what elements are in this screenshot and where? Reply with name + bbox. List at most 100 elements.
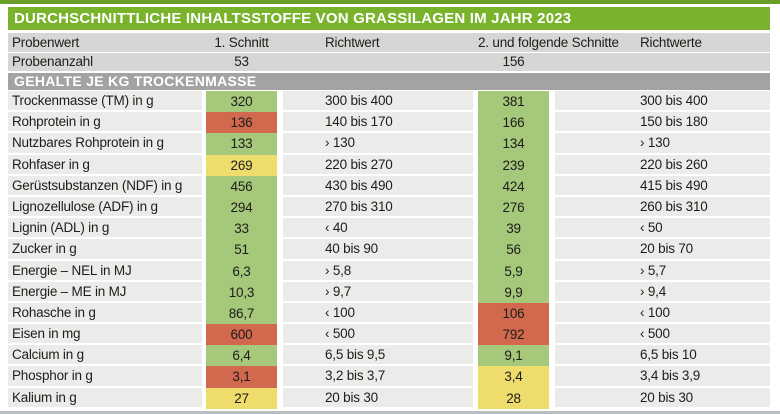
table-row: Energie – ME in MJ 10,3 › 9,7 9,9 › 9,4 [8, 281, 770, 303]
section-header: GEHALTE JE KG TROCKENMASSE [8, 73, 770, 90]
richtwerte-2: ‹ 500 [555, 324, 770, 346]
richtwert-1: 40 bis 90 [283, 239, 473, 261]
value-schnitt-2: 792 [478, 324, 549, 346]
table-row: Phosphor in g 3,1 3,2 bis 3,7 3,4 3,4 bis 3,… [8, 366, 770, 388]
sample-count-row: Probenanzahl 53 156 [8, 53, 770, 71]
richtwert-1: ‹ 500 [283, 324, 473, 346]
sample-count-spacer-1 [283, 53, 473, 71]
table-row: Kalium in g 27 20 bis 30 28 20 bis 30 [8, 387, 770, 409]
value-schnitt-1: 133 [206, 133, 277, 155]
value-schnitt-1: 10,3 [206, 281, 277, 303]
value-schnitt-2: 9,1 [478, 345, 549, 367]
richtwerte-2: › 130 [555, 133, 770, 155]
row-label: Lignozellulose (ADF) in g [8, 196, 202, 219]
value-schnitt-1: 456 [206, 175, 277, 197]
sample-count-schnitt-2: 156 [502, 54, 525, 69]
value-schnitt-2: 381 [478, 91, 549, 113]
value-schnitt-2: 239 [478, 154, 549, 176]
value-schnitt-2: 5,9 [478, 260, 549, 282]
value-schnitt-1: 33 [206, 218, 277, 240]
table-row: Calcium in g 6,4 6,5 bis 9,5 9,1 6,5 bis 10 [8, 345, 770, 367]
richtwerte-2: 3,4 bis 3,9 [555, 366, 770, 388]
richtwerte-2: 20 bis 70 [555, 239, 770, 261]
richtwerte-2: 300 bis 400 [555, 91, 770, 113]
row-label: Rohasche in g [8, 302, 202, 325]
data-rows: Trockenmasse (TM) in g 320 300 bis 400 381 3… [8, 91, 770, 409]
richtwert-1: 6,5 bis 9,5 [283, 345, 473, 367]
row-label: Lignin (ADL) in g [8, 218, 202, 240]
value-schnitt-1: 294 [206, 196, 277, 219]
richtwerte-2: 260 bis 310 [555, 196, 770, 219]
row-label: Eisen in mg [8, 324, 202, 346]
richtwert-1: ‹ 100 [283, 302, 473, 325]
column-header-richtwert-1: Richtwert [325, 35, 380, 50]
table-row: Rohfaser in g 269 220 bis 270 239 220 bis 26… [8, 154, 770, 176]
value-schnitt-2: 134 [478, 133, 549, 155]
sample-count-label: Probenanzahl [12, 54, 93, 69]
table-row: Lignozellulose (ADF) in g 294 270 bis 310 2… [8, 196, 770, 219]
table-row: Eisen in mg 600 ‹ 500 792 ‹ 500 [8, 324, 770, 346]
table-row: Trockenmasse (TM) in g 320 300 bis 400 381 3… [8, 91, 770, 113]
richtwert-1: 20 bis 30 [283, 387, 473, 409]
column-header-probenwert: Probenwert [12, 35, 80, 50]
value-schnitt-1: 269 [206, 154, 277, 176]
row-label: Trockenmasse (TM) in g [8, 91, 202, 113]
row-label: Rohprotein in g [8, 112, 202, 134]
richtwerte-2: 20 bis 30 [555, 387, 770, 409]
richtwert-1: › 130 [283, 133, 473, 155]
richtwerte-2: › 5,7 [555, 260, 770, 282]
value-schnitt-2: 276 [478, 196, 549, 219]
table-row: Lignin (ADL) in g 33 ‹ 40 39 ‹ 50 [8, 218, 770, 240]
row-label: Calcium in g [8, 345, 202, 367]
table-row: Gerüstsubstanzen (NDF) in g 456 430 bis 49… [8, 175, 770, 197]
column-header-richtwerte-2: Richtwerte [640, 35, 702, 50]
value-schnitt-1: 136 [206, 112, 277, 134]
value-schnitt-2: 39 [478, 218, 549, 240]
richtwerte-2: 150 bis 180 [555, 112, 770, 134]
richtwert-1: 270 bis 310 [283, 196, 473, 219]
column-header-schnitt-1: 1. Schnitt [214, 35, 269, 50]
value-schnitt-1: 600 [206, 324, 277, 346]
column-header-schnitt-2: 2. und folgende Schnitte [478, 35, 619, 50]
table-row: Nutzbares Rohprotein in g 133 › 130 134 › 13… [8, 133, 770, 155]
row-label: Kalium in g [8, 387, 202, 409]
richtwert-1: › 9,7 [283, 281, 473, 303]
row-label: Nutzbares Rohprotein in g [8, 133, 202, 155]
value-schnitt-1: 320 [206, 91, 277, 113]
table-row: Energie – NEL in MJ 6,3 › 5,8 5,9 › 5,7 [8, 260, 770, 282]
richtwert-1: 140 bis 170 [283, 112, 473, 134]
value-schnitt-1: 51 [206, 239, 277, 261]
row-label: Energie – NEL in MJ [8, 260, 202, 282]
richtwerte-2: 220 bis 260 [555, 154, 770, 176]
value-schnitt-2: 166 [478, 112, 549, 134]
value-schnitt-1: 27 [206, 387, 277, 409]
value-schnitt-1: 6,3 [206, 260, 277, 282]
value-schnitt-1: 6,4 [206, 345, 277, 367]
row-label: Zucker in g [8, 239, 202, 261]
richtwerte-2: 6,5 bis 10 [555, 345, 770, 367]
value-schnitt-2: 56 [478, 239, 549, 261]
sample-count-spacer-2 [555, 53, 770, 71]
richtwerte-2: 415 bis 490 [555, 175, 770, 197]
value-schnitt-2: 28 [478, 387, 549, 409]
value-schnitt-2: 3,4 [478, 366, 549, 388]
richtwert-1: › 5,8 [283, 260, 473, 282]
value-schnitt-2: 106 [478, 302, 549, 325]
row-label: Gerüstsubstanzen (NDF) in g [8, 175, 202, 197]
richtwert-1: 220 bis 270 [283, 154, 473, 176]
richtwerte-2: ‹ 50 [555, 218, 770, 240]
richtwert-1: 430 bis 490 [283, 175, 473, 197]
table-title: DURCHSCHNITTLICHE INHALTSSTOFFE VON GRAS… [8, 7, 770, 30]
table-row: Rohprotein in g 136 140 bis 170 166 150 bis … [8, 112, 770, 134]
top-border-strip [0, 0, 780, 4]
value-schnitt-2: 424 [478, 175, 549, 197]
richtwert-1: 3,2 bis 3,7 [283, 366, 473, 388]
richtwerte-2: ‹ 100 [555, 302, 770, 325]
table-row: Zucker in g 51 40 bis 90 56 20 bis 70 [8, 239, 770, 261]
table-row: Rohasche in g 86,7 ‹ 100 106 ‹ 100 [8, 302, 770, 325]
richtwert-1: 300 bis 400 [283, 91, 473, 113]
column-header-row: Probenwert 1. Schnitt Richtwert 2. und f… [8, 33, 770, 52]
row-label: Rohfaser in g [8, 154, 202, 176]
richtwerte-2: › 9,4 [555, 281, 770, 303]
